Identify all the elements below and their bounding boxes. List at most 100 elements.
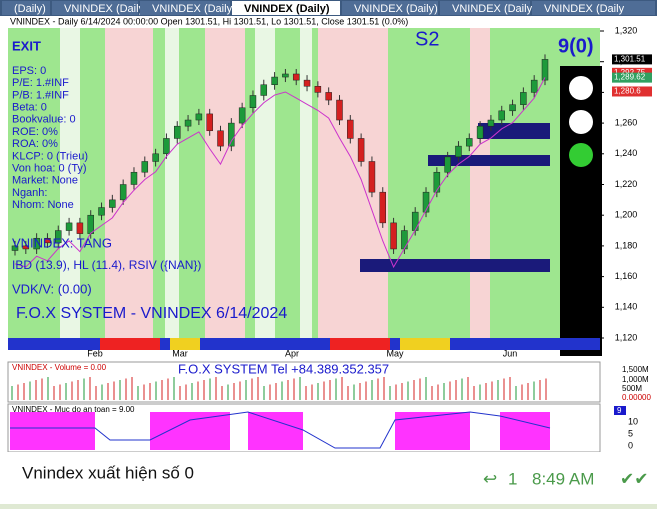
tab[interactable] bbox=[440, 1, 530, 15]
tab-label[interactable]: VNINDEX (Daily) bbox=[64, 3, 148, 15]
tab-label[interactable]: (Daily) bbox=[14, 3, 46, 15]
info-line: Nganh: bbox=[12, 187, 47, 199]
candle bbox=[509, 104, 516, 112]
exit-label: EXIT bbox=[12, 38, 41, 53]
candle bbox=[368, 161, 376, 193]
volume-axis-label: 0.00000 bbox=[622, 393, 651, 402]
candle bbox=[325, 92, 332, 101]
tab[interactable] bbox=[52, 1, 138, 15]
tab[interactable] bbox=[2, 1, 50, 15]
candle bbox=[292, 73, 300, 81]
price-tick-label: 1,220 bbox=[615, 179, 638, 189]
candle bbox=[422, 191, 430, 213]
candle bbox=[314, 86, 322, 93]
tab-label[interactable]: VNINDEX (Daily) bbox=[152, 3, 236, 15]
candle bbox=[411, 211, 419, 231]
tab[interactable] bbox=[140, 1, 230, 15]
info-line: EPS: 0 bbox=[12, 65, 46, 77]
tab[interactable] bbox=[232, 1, 340, 15]
volume-title: VNINDEX - Volume = 0.00 bbox=[12, 363, 107, 372]
info-line: Market: None bbox=[12, 175, 78, 187]
traffic-light bbox=[560, 66, 602, 356]
safety-axis-label: 5 bbox=[628, 428, 633, 438]
count-label: 9(0) bbox=[558, 35, 594, 57]
tab-label[interactable]: VNINDEX (Daily bbox=[544, 3, 625, 15]
read-check: ✔✔ bbox=[620, 469, 649, 488]
candle bbox=[282, 73, 289, 78]
tab[interactable] bbox=[532, 1, 655, 15]
price-tick-label: 1,160 bbox=[615, 271, 638, 281]
candle bbox=[217, 130, 224, 147]
price-marker bbox=[612, 86, 652, 97]
light-green bbox=[569, 143, 593, 167]
candle bbox=[498, 110, 505, 121]
tab-label[interactable]: VNINDEX (Daily) bbox=[452, 3, 536, 15]
chart-header: VNINDEX - Daily 6/14/2024 00:00:00 Open … bbox=[10, 16, 408, 26]
candle bbox=[141, 161, 149, 173]
safety-tag: 9 bbox=[617, 406, 622, 415]
candle bbox=[487, 119, 495, 127]
price-marker-label: 1,289.62 bbox=[614, 73, 646, 82]
volume-axis-label: 1,500M bbox=[622, 365, 649, 374]
price-marker-label: 1,280.6 bbox=[614, 87, 641, 96]
safety-title: VNINDEX - Muc do an toan = 9.00 bbox=[12, 405, 135, 414]
signal-label: S2 bbox=[415, 28, 439, 50]
price-tick-label: 1,140 bbox=[615, 302, 638, 312]
ibd-label: IBD (13.9), HL (11.4), RSIV ({NAN}) bbox=[12, 258, 201, 272]
candle bbox=[184, 119, 192, 127]
month-label: Feb bbox=[87, 348, 103, 358]
candle bbox=[520, 92, 527, 105]
light-off bbox=[569, 110, 593, 134]
price-tick-label: 1,120 bbox=[615, 332, 638, 342]
message-bubble bbox=[0, 452, 657, 504]
month-label: Mar bbox=[172, 348, 188, 358]
candle bbox=[173, 125, 181, 139]
price-marker-label: 1,301.51 bbox=[614, 54, 646, 63]
candle bbox=[357, 138, 365, 162]
candle bbox=[347, 119, 354, 139]
reply-count[interactable]: 1 bbox=[508, 469, 517, 488]
volume-tel: F.O.X SYSTEM Tel +84.389.352.357 bbox=[178, 361, 389, 376]
volume-axis-label: 500M bbox=[622, 384, 642, 393]
candle bbox=[109, 199, 116, 208]
candle bbox=[260, 84, 268, 96]
candle bbox=[195, 113, 203, 121]
info-line: Von hoa: 0 (Ty) bbox=[12, 163, 87, 175]
support-line bbox=[14, 77, 546, 269]
message-text: Vnindex xuất hiện số 0 bbox=[22, 463, 194, 482]
price-tick-label: 1,240 bbox=[615, 148, 638, 158]
tab-label[interactable]: VNINDEX (Daily) bbox=[354, 3, 438, 15]
tab-label[interactable]: VNINDEX (Daily) bbox=[244, 3, 330, 15]
safety-axis-label: 0 bbox=[628, 440, 633, 450]
price-marker bbox=[612, 72, 652, 83]
info-line: Bookvalue: 0 bbox=[12, 114, 76, 126]
price-tick-label: 1,320 bbox=[615, 25, 638, 35]
info-line: Beta: 0 bbox=[12, 102, 47, 114]
candle bbox=[249, 95, 257, 109]
price-tick-label: 1,200 bbox=[615, 210, 638, 220]
candle bbox=[130, 171, 138, 185]
light-off bbox=[569, 76, 593, 100]
candle bbox=[228, 122, 235, 147]
info-line: P/B: 1.#INF bbox=[12, 89, 69, 101]
candle bbox=[336, 99, 343, 121]
info-line: P/E: 1.#INF bbox=[12, 77, 69, 89]
candle bbox=[530, 79, 538, 93]
month-label: Apr bbox=[285, 348, 299, 358]
tab[interactable] bbox=[342, 1, 438, 15]
month-label: Jun bbox=[503, 348, 518, 358]
candle bbox=[390, 222, 397, 250]
vdk-label: VDK/V: (0.00) bbox=[12, 281, 92, 296]
candle bbox=[455, 145, 462, 158]
reply-icon[interactable]: ↩ bbox=[483, 469, 497, 488]
candle bbox=[303, 79, 311, 87]
candle bbox=[44, 237, 51, 244]
support-boxes bbox=[360, 123, 550, 272]
candle bbox=[401, 230, 408, 250]
price-tick-label: 1,180 bbox=[615, 240, 638, 250]
candle bbox=[33, 237, 40, 250]
candle bbox=[379, 191, 387, 224]
info-line: ROE: 0% bbox=[12, 126, 58, 138]
candle bbox=[444, 156, 451, 173]
